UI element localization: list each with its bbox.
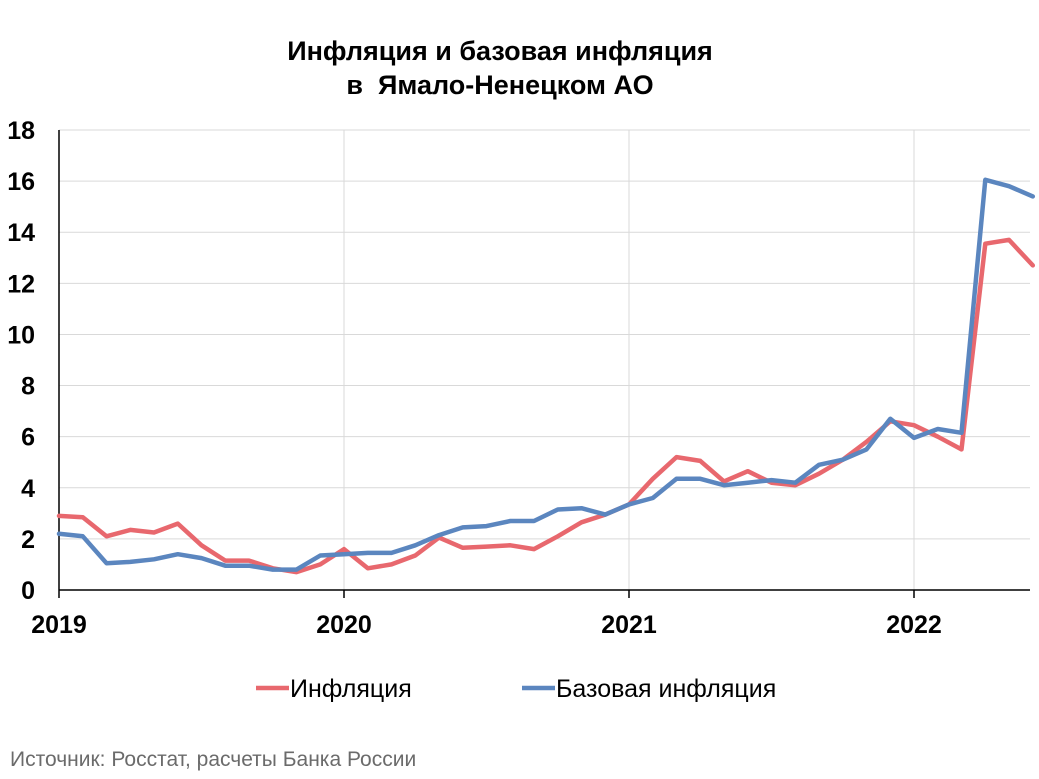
y-tick-label: 2 xyxy=(21,526,35,554)
y-tick-label: 8 xyxy=(21,373,35,401)
chart-title-line-2: в Ямало-Ненецком АО xyxy=(346,70,654,100)
series-lines xyxy=(56,177,1036,575)
axes xyxy=(58,130,1030,598)
legend: Инфляция Базовая инфляция xyxy=(256,675,776,703)
x-tick-label: 2021 xyxy=(601,611,657,639)
series-line-2 xyxy=(56,177,1036,572)
y-tick-label: 16 xyxy=(7,168,35,196)
legend-label-2: Базовая инфляция xyxy=(556,675,776,703)
y-tick-label: 4 xyxy=(21,475,35,503)
x-tick-labels: 2019 2020 2021 2022 xyxy=(31,611,942,639)
x-tick-label: 2022 xyxy=(886,611,942,639)
y-tick-label: 18 xyxy=(7,117,35,145)
legend-label-1: Инфляция xyxy=(290,675,412,703)
grid-lines xyxy=(59,129,1030,590)
source-note: Источник: Росстат, расчеты Банка России xyxy=(10,748,417,771)
chart-title: Инфляция и базовая инфляция в Ямало-Нене… xyxy=(0,34,1000,102)
y-tick-label: 6 xyxy=(21,424,35,452)
y-tick-label: 10 xyxy=(7,321,35,349)
y-tick-labels: 0 2 4 6 8 10 12 14 16 18 xyxy=(7,117,35,605)
y-tick-label: 12 xyxy=(7,270,35,298)
chart-title-line-1: Инфляция и базовая инфляция xyxy=(287,36,713,66)
y-tick-label: 0 xyxy=(21,577,35,605)
x-tick-label: 2019 xyxy=(31,611,87,639)
series-line-1 xyxy=(56,237,1036,575)
x-tick-label: 2020 xyxy=(316,611,372,639)
y-tick-label: 14 xyxy=(7,219,35,247)
